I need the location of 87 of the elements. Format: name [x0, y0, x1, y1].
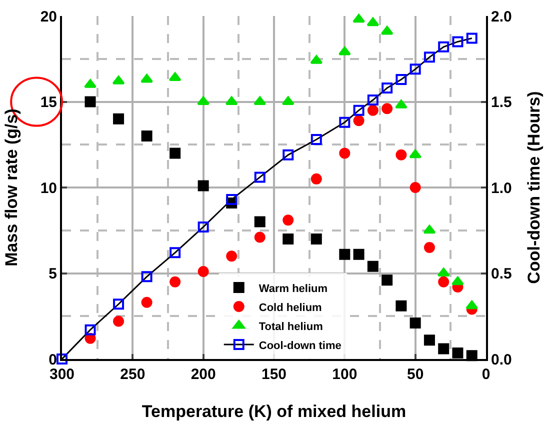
point — [113, 113, 124, 124]
x-tick-label: 50 — [406, 366, 424, 383]
point — [226, 194, 238, 206]
point — [198, 221, 209, 232]
legend-label: Cold helium — [258, 302, 322, 314]
point — [380, 26, 394, 35]
point — [226, 250, 238, 262]
legend-label: Total helium — [258, 320, 324, 333]
point — [410, 64, 421, 75]
point — [353, 104, 364, 116]
point — [410, 182, 421, 193]
x-tick-label: 300 — [49, 366, 75, 383]
point — [113, 316, 124, 327]
point — [452, 348, 464, 358]
point — [366, 17, 380, 26]
y-tick-label: 5 — [48, 266, 57, 282]
point — [424, 242, 435, 254]
point — [423, 224, 436, 234]
y-tick-label: 15 — [40, 94, 57, 111]
point — [310, 134, 322, 145]
point — [282, 214, 294, 226]
point — [282, 233, 294, 244]
point — [254, 172, 266, 183]
point — [424, 334, 435, 346]
y2-tick-label: 0.0 — [491, 351, 512, 368]
point — [409, 149, 422, 158]
point — [310, 173, 322, 184]
x-tick-label: 250 — [120, 366, 146, 383]
point — [141, 296, 152, 308]
y-tick-label: 20 — [40, 8, 57, 26]
point — [339, 116, 350, 128]
point — [452, 276, 464, 286]
point — [170, 148, 181, 159]
point — [466, 300, 478, 310]
point — [438, 276, 450, 288]
x-tick-label: 0 — [482, 366, 490, 383]
point — [254, 232, 266, 243]
point — [170, 276, 181, 288]
point — [410, 317, 421, 328]
point — [84, 79, 96, 88]
y-axis-title: Mass flow rate (g/s) — [2, 108, 21, 266]
x-tick-label: 200 — [190, 366, 216, 383]
point — [438, 343, 450, 354]
y2-tick-label: 2.0 — [491, 8, 512, 26]
point — [382, 103, 393, 114]
point — [339, 148, 350, 159]
point — [396, 74, 407, 85]
point — [382, 274, 393, 286]
point — [367, 94, 378, 106]
legend-label: Cool-down time — [258, 340, 342, 352]
point — [141, 130, 152, 142]
point — [396, 300, 407, 312]
point — [466, 32, 478, 44]
point — [367, 260, 378, 272]
point — [310, 233, 322, 244]
legend-label: Warm helium — [258, 282, 328, 295]
x-tick-label: 150 — [261, 366, 287, 383]
y2-tick-label: 1.5 — [491, 94, 512, 111]
y2-tick-label: 0.5 — [491, 266, 512, 282]
point — [198, 180, 209, 192]
point — [396, 149, 407, 160]
y-tick-label: 0 — [48, 351, 57, 368]
point — [452, 36, 464, 48]
x-axis-title: Temperature (K) of mixed helium — [142, 402, 406, 421]
point — [282, 149, 294, 160]
point — [438, 41, 450, 52]
point — [254, 216, 266, 228]
point — [382, 82, 393, 94]
x-tick-label: 100 — [332, 366, 358, 383]
point — [353, 115, 364, 126]
point — [141, 271, 152, 282]
point — [198, 266, 209, 278]
point — [339, 248, 350, 260]
point — [84, 96, 96, 108]
point — [84, 324, 96, 336]
point — [395, 100, 408, 108]
y2-tick-label: 1.0 — [491, 180, 512, 197]
y-tick-label: 10 — [40, 180, 57, 197]
point — [170, 247, 181, 258]
point — [113, 298, 124, 310]
point — [353, 248, 364, 260]
point — [56, 354, 68, 364]
point — [140, 74, 153, 83]
y2-axis-title: Cool-down time (Hours) — [524, 91, 544, 284]
point — [367, 104, 378, 116]
point — [424, 52, 435, 63]
point — [352, 14, 365, 23]
